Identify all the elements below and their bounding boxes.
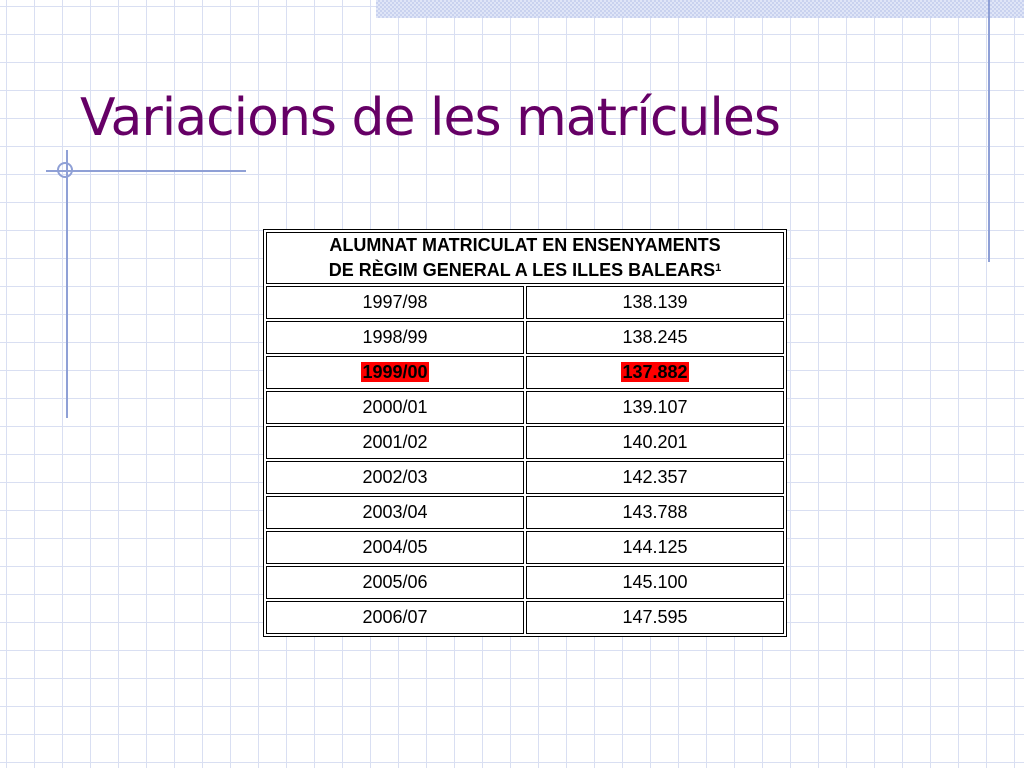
table-row: 2006/07 147.595 (266, 601, 784, 634)
enrollment-value: 138.245 (622, 327, 688, 347)
year-value: 2000/01 (362, 397, 428, 417)
year-value: 2001/02 (362, 432, 428, 452)
enrollment-cell: 138.139 (526, 286, 784, 319)
enrollment-cell: 144.125 (526, 531, 784, 564)
year-value: 2003/04 (362, 502, 428, 522)
enrollment-value: 145.100 (622, 572, 688, 592)
year-value: 2004/05 (362, 537, 428, 557)
enrollment-cell: 145.100 (526, 566, 784, 599)
table-header-footnote: 1 (715, 262, 722, 274)
enrollment-value: 137.882 (621, 362, 689, 382)
table-header-row: ALUMNAT MATRICULAT EN ENSENYAMENTS DE RÈ… (266, 232, 784, 284)
table-row: 1997/98 138.139 (266, 286, 784, 319)
year-cell: 2003/04 (266, 496, 524, 529)
year-value: 1998/99 (362, 327, 428, 347)
enrollment-cell: 143.788 (526, 496, 784, 529)
year-cell: 1997/98 (266, 286, 524, 319)
enrollment-cell: 138.245 (526, 321, 784, 354)
enrollment-cell: 139.107 (526, 391, 784, 424)
year-cell: 2000/01 (266, 391, 524, 424)
table-header-line2: DE RÈGIM GENERAL A LES ILLES BALEARS (328, 260, 716, 280)
year-cell: 2006/07 (266, 601, 524, 634)
enrollment-value: 147.595 (622, 607, 688, 627)
year-value: 2005/06 (362, 572, 428, 592)
year-cell: 2001/02 (266, 426, 524, 459)
top-decorative-band (376, 0, 1024, 18)
table-row: 2003/04 143.788 (266, 496, 784, 529)
year-cell: 1999/00 (266, 356, 524, 389)
left-decorative-vertical-line (66, 150, 68, 418)
right-decorative-line (988, 0, 990, 262)
table-header: ALUMNAT MATRICULAT EN ENSENYAMENTS DE RÈ… (266, 232, 784, 284)
table-row: 2005/06 145.100 (266, 566, 784, 599)
decorative-circle-icon (57, 162, 73, 178)
enrollment-table: ALUMNAT MATRICULAT EN ENSENYAMENTS DE RÈ… (263, 229, 787, 637)
year-value: 2006/07 (362, 607, 428, 627)
year-cell: 2005/06 (266, 566, 524, 599)
enrollment-value: 139.107 (622, 397, 688, 417)
enrollment-value: 138.139 (622, 292, 688, 312)
enrollment-value: 143.788 (622, 502, 688, 522)
year-cell: 2002/03 (266, 461, 524, 494)
year-value: 2002/03 (362, 467, 428, 487)
table-header-line1: ALUMNAT MATRICULAT EN ENSENYAMENTS (329, 235, 721, 255)
table-row: 2000/01 139.107 (266, 391, 784, 424)
enrollment-value: 140.201 (622, 432, 688, 452)
table-row: 2002/03 142.357 (266, 461, 784, 494)
enrollment-value: 142.357 (622, 467, 688, 487)
enrollment-cell: 147.595 (526, 601, 784, 634)
year-cell: 2004/05 (266, 531, 524, 564)
enrollment-cell: 142.357 (526, 461, 784, 494)
year-value: 1997/98 (362, 292, 428, 312)
table-row: 1999/00 137.882 (266, 356, 784, 389)
enrollment-cell: 137.882 (526, 356, 784, 389)
slide-title: Variacions de les matrícules (80, 88, 781, 148)
year-value: 1999/00 (361, 362, 429, 382)
table-row: 1998/99 138.245 (266, 321, 784, 354)
table-row: 2001/02 140.201 (266, 426, 784, 459)
enrollment-cell: 140.201 (526, 426, 784, 459)
year-cell: 1998/99 (266, 321, 524, 354)
table-row: 2004/05 144.125 (266, 531, 784, 564)
enrollment-value: 144.125 (622, 537, 688, 557)
left-decorative-horizontal-line (46, 170, 246, 172)
